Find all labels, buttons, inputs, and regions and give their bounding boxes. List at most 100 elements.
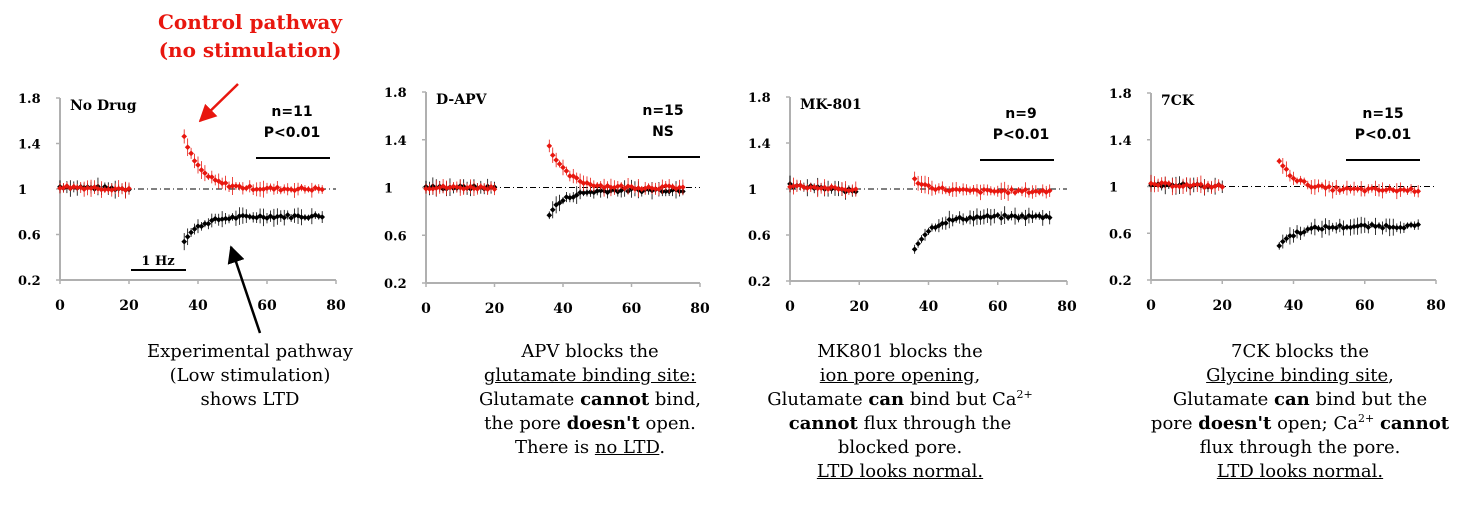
experimental-arrow	[227, 245, 262, 334]
caption-7ck-l2: Glycine binding site,	[1118, 364, 1482, 388]
data-point	[281, 214, 288, 221]
data-point	[1386, 224, 1393, 231]
data-point	[1012, 189, 1018, 196]
data-point	[580, 189, 587, 196]
data-point	[1008, 212, 1015, 219]
data-point	[115, 185, 122, 192]
caption-7ck-l6: LTD looks normal.	[1216, 461, 1384, 482]
y-tick-label: 1.4	[384, 134, 407, 149]
data-point	[925, 228, 932, 235]
data-point	[584, 189, 590, 196]
data-point	[126, 185, 132, 192]
data-point	[553, 157, 559, 163]
caption-mk801-l1: MK801 blocks the	[817, 341, 983, 362]
data-point	[222, 215, 229, 222]
data-point	[977, 189, 984, 196]
data-point	[1376, 187, 1382, 194]
data-point	[814, 185, 821, 192]
data-point	[563, 168, 570, 174]
data-point	[1354, 186, 1361, 192]
t: can	[868, 389, 905, 410]
data-point	[1190, 181, 1197, 188]
data-point	[1365, 185, 1372, 192]
data-point	[1046, 214, 1053, 221]
y-tick-label: 1	[1109, 181, 1118, 196]
data-point	[556, 161, 563, 167]
caption-7ck: 7CK blocks the Glycine binding site, Glu…	[1118, 340, 1482, 484]
data-point	[1005, 190, 1011, 196]
data-point	[963, 216, 970, 223]
data-point	[618, 182, 625, 189]
y-tick-label: 0.6	[18, 229, 41, 244]
caption-7ck-l1: 7CK blocks the	[1231, 341, 1369, 362]
data-point	[319, 186, 326, 193]
t: can	[1274, 389, 1310, 410]
control-line2: (no stimulation)	[158, 38, 342, 62]
data-point	[219, 216, 225, 222]
data-point	[112, 185, 119, 192]
data-point	[1319, 183, 1325, 189]
data-point	[922, 231, 928, 238]
data-point	[484, 186, 491, 193]
data-point	[1173, 183, 1179, 189]
y-tick-label: 1.8	[748, 91, 771, 106]
data-point	[649, 185, 655, 192]
x-tick-label: 20	[485, 301, 505, 317]
caption-mk801: MK801 blocks the ion pore opening, Gluta…	[760, 340, 1040, 484]
y-tick-label: 0.2	[384, 277, 407, 292]
t: ,	[1388, 365, 1394, 386]
chart-panel-3: 0.2 0.6 1 1.4 1.8 0 20 40 60 80 7CK n=15 P<0.01	[1109, 87, 1446, 314]
data-point	[925, 182, 932, 189]
data-point	[215, 216, 222, 223]
data-point	[181, 238, 188, 245]
data-point	[662, 188, 669, 195]
data-point	[195, 223, 201, 229]
data-point	[567, 173, 573, 179]
y-tick-label: 1	[748, 183, 757, 198]
data-point	[298, 214, 305, 221]
t: doesn't	[1198, 413, 1272, 434]
caption-mk801-l4: cannot flux through the	[760, 412, 1040, 436]
data-point	[240, 185, 246, 192]
control-line1: Control pathway	[158, 10, 342, 34]
data-point	[560, 164, 566, 171]
data-point	[1198, 181, 1204, 188]
data-point	[953, 186, 960, 193]
data-point	[911, 246, 918, 253]
data-point	[1379, 225, 1386, 231]
data-point	[1379, 187, 1386, 194]
data-point	[1283, 166, 1290, 173]
data-point	[949, 186, 956, 193]
data-point	[309, 187, 315, 194]
data-point	[1351, 223, 1357, 230]
control-arrow	[198, 83, 239, 123]
data-point	[1176, 183, 1183, 190]
t: open; Ca	[1271, 413, 1358, 434]
y-tick-label: 1.8	[384, 86, 407, 101]
data-point	[1279, 238, 1286, 245]
stat-n-label: n=15	[642, 103, 683, 119]
data-point	[852, 186, 859, 192]
data-point	[1365, 224, 1372, 231]
exp-line1: Experimental pathway	[147, 341, 353, 362]
x-tick-label: 60	[622, 301, 642, 317]
data-point	[960, 216, 966, 223]
t: ion pore opening	[819, 365, 975, 386]
t: ,	[974, 365, 981, 386]
caption-7ck-l4: pore doesn't open; Ca2+ cannot	[1118, 412, 1482, 436]
data-point	[471, 185, 477, 192]
chart-panel-2: 0.2 0.6 1 1.4 1.8 0 20 40 60 80 MK-801 n=9 P<0.01	[748, 91, 1077, 315]
data-point	[608, 184, 614, 191]
t: bind but the	[1309, 389, 1428, 410]
panel-title: D-APV	[436, 92, 488, 108]
stat-p-label: P<0.01	[993, 127, 1050, 143]
t: 2+	[1357, 412, 1375, 425]
x-tick-label: 80	[690, 301, 710, 317]
caption-apv: APV blocks the glutamate binding site: G…	[440, 340, 740, 460]
data-point	[64, 183, 70, 189]
data-point	[1369, 185, 1375, 192]
data-point	[1001, 187, 1008, 194]
stat-n-label: n=11	[271, 104, 312, 120]
data-point	[1411, 188, 1418, 195]
t: open.	[639, 413, 696, 434]
